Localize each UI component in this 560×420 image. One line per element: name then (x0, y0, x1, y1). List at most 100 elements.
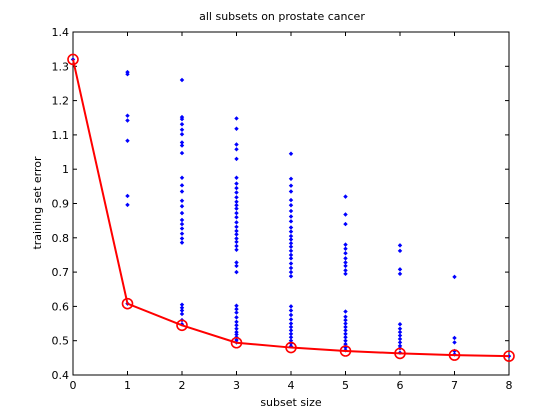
subset-error-point (234, 239, 239, 245)
subset-error-point (234, 315, 239, 320)
subset-error-point (234, 243, 239, 249)
subset-error-point (343, 263, 348, 269)
subset-error-point (234, 147, 239, 152)
subset-error-point (343, 194, 348, 199)
x-axis-label: subset size (260, 396, 322, 409)
subset-error-point (288, 256, 294, 261)
subset-error-point (234, 202, 239, 208)
subset-error-point (234, 319, 239, 325)
subset-error-point (288, 208, 294, 214)
x-tick-label: 8 (506, 379, 513, 392)
subset-error-point (179, 204, 185, 209)
subset-error-point (343, 221, 348, 227)
subset-error-point (288, 321, 294, 326)
subset-error-point (288, 265, 294, 271)
subset-error-point (179, 77, 185, 83)
x-tick-label: 4 (288, 379, 295, 392)
subset-error-point (288, 214, 294, 219)
subset-error-point (397, 267, 403, 272)
y-tick-label: 1.1 (52, 129, 70, 142)
subset-error-point (125, 113, 130, 118)
subset-error-point (397, 336, 403, 342)
subset-error-point (288, 308, 294, 313)
subset-error-point (179, 311, 185, 317)
best-subset-marker (230, 336, 243, 349)
subset-error-point (179, 217, 185, 223)
subset-error-point (397, 322, 403, 327)
subset-error-point (125, 71, 130, 77)
subset-error-point (234, 116, 239, 121)
y-tick-label: 1.2 (52, 95, 70, 108)
y-tick-label: 0.9 (52, 198, 70, 211)
best-subset-marker (176, 319, 188, 332)
subset-error-point (234, 156, 239, 162)
subset-error-point (397, 243, 403, 248)
subset-error-point (234, 190, 239, 195)
subset-error-point (234, 269, 239, 275)
y-tick-label: 0.6 (52, 300, 70, 313)
subset-error-point (288, 261, 294, 266)
subset-error-point (179, 226, 185, 231)
subset-error-point (234, 181, 239, 186)
subset-error-point (288, 233, 294, 239)
subset-error-point (234, 303, 239, 308)
subset-error-point (343, 251, 348, 256)
subset-error-point (343, 314, 348, 319)
subset-error-point (179, 175, 185, 180)
subset-error-point (288, 151, 294, 156)
subset-error-point (343, 260, 348, 265)
x-tick-label: 1 (124, 379, 131, 392)
best-subset-marker (394, 347, 406, 360)
best-subset-line (67, 53, 515, 362)
subset-error-point (234, 206, 239, 211)
subset-error-point (179, 131, 185, 137)
subset-error-point (452, 335, 457, 341)
subset-error-point (234, 210, 239, 216)
x-tick-label: 6 (397, 379, 404, 392)
subset-error-point (452, 340, 457, 345)
subset-error-point (234, 247, 239, 253)
x-tick-label: 2 (179, 379, 186, 392)
subset-error-point (343, 268, 348, 273)
subset-error-point (234, 310, 239, 315)
subset-error-point (179, 240, 185, 245)
subset-error-point (179, 221, 185, 227)
subset-error-point (397, 271, 403, 277)
subset-error-point (343, 331, 348, 337)
best-subset-marker (121, 297, 134, 310)
subset-error-point (343, 212, 348, 217)
subset-error-point (288, 273, 294, 279)
subset-error-point (343, 324, 348, 330)
subset-error-point (288, 328, 294, 333)
subset-error-point (234, 263, 239, 269)
subset-error-point (397, 340, 403, 345)
subset-error-point (288, 202, 294, 208)
subset-error-point (343, 338, 348, 343)
subset-error-point (234, 195, 239, 200)
y-axis-label: training set error (31, 156, 44, 250)
subset-error-point (288, 304, 294, 309)
subset-error-point (179, 143, 185, 148)
subset-error-point (234, 306, 239, 312)
subset-error-point (288, 241, 294, 246)
subset-error-point (288, 237, 294, 242)
subset-error-point (179, 210, 185, 216)
subset-error-point (288, 197, 294, 203)
y-tick-label: 0.7 (52, 266, 70, 279)
subset-error-point (288, 324, 294, 330)
subset-error-point (288, 189, 294, 194)
subset-error-point (179, 308, 185, 313)
subset-error-point (234, 185, 239, 191)
subset-error-point (234, 236, 239, 241)
subset-error-point (179, 122, 185, 127)
subset-error-point (397, 333, 403, 338)
subset-error-point (288, 335, 294, 340)
subset-error-point (288, 252, 294, 258)
y-tick-label: 1 (62, 163, 69, 176)
x-tick-label: 7 (451, 379, 458, 392)
subset-error-point (125, 202, 130, 208)
best-subset-curve (72, 59, 510, 358)
subset-error-point (179, 127, 185, 132)
subset-error-point (234, 323, 239, 328)
